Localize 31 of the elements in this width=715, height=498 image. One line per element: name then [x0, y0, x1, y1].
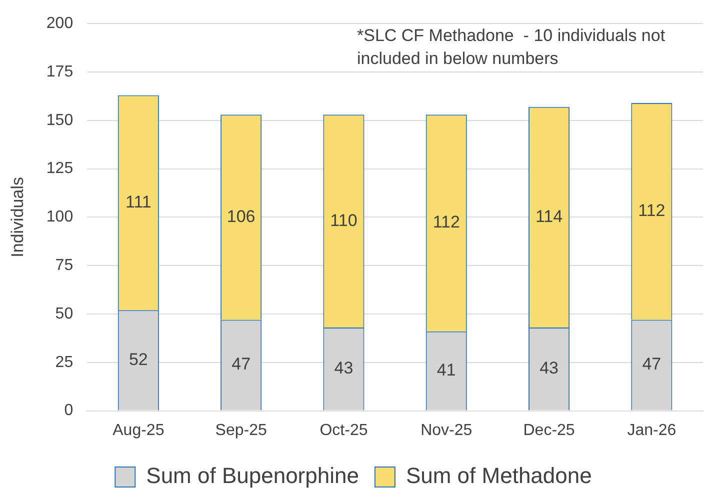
x-tick-label: Aug-25 — [112, 422, 164, 439]
data-label: 41 — [436, 360, 456, 380]
x-tick-label: Oct-25 — [320, 422, 368, 439]
y-tick-label: 100 — [46, 208, 74, 226]
annotation: *SLC CF Methadone - 10 individuals not included in below numbers — [357, 26, 666, 68]
y-tick-label: 25 — [55, 354, 74, 371]
y-axis-title: Individuals — [8, 177, 27, 258]
y-tick-label: 150 — [46, 112, 74, 129]
y-tick-label: 75 — [55, 257, 74, 274]
x-tick-label: Jan-26 — [627, 422, 676, 439]
legend-label: Sum of Bupenorphine — [146, 463, 359, 488]
data-label: 47 — [642, 354, 662, 374]
y-tick-label: 175 — [46, 63, 74, 80]
data-label: 106 — [226, 206, 256, 226]
data-label: 114 — [535, 206, 563, 226]
y-tick-label: 0 — [64, 402, 74, 420]
y-tick-label: 50 — [55, 305, 74, 322]
x-tick-label: Sep-25 — [215, 422, 267, 439]
data-label: 112 — [432, 212, 460, 232]
data-label: 43 — [334, 358, 354, 378]
data-label: 43 — [540, 358, 558, 378]
x-tick-label: Dec-25 — [523, 422, 575, 439]
data-label: 52 — [128, 350, 148, 369]
y-tick-label: 200 — [46, 15, 74, 32]
data-label: 110 — [330, 210, 358, 230]
legend-label: Sum of Methadone — [406, 463, 592, 488]
data-label: 111 — [126, 192, 152, 212]
x-tick-label: Nov-25 — [420, 422, 472, 439]
data-label: 47 — [232, 354, 251, 374]
data-label: 112 — [638, 201, 666, 220]
y-tick-label: 125 — [46, 160, 74, 178]
